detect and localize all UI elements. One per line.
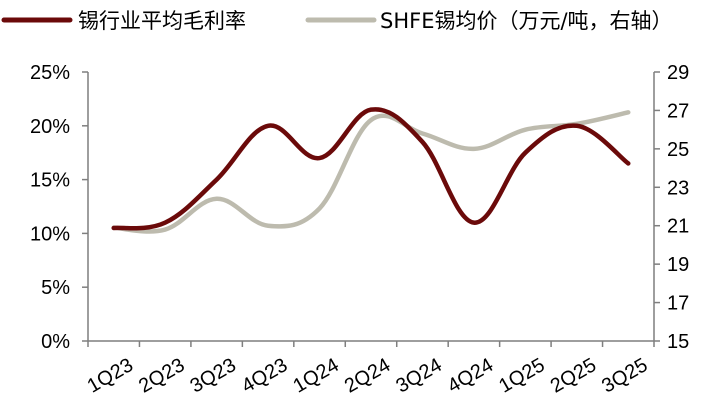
right-y-axis: 15 17 19 21 23 25 27 29 [653,62,689,353]
left-tick-label: 5% [41,277,70,299]
right-tick-label: 17 [667,293,689,315]
right-tick-label: 25 [667,139,689,161]
series-layer [111,107,631,234]
x-tick-label: 3Q25 [598,354,651,398]
left-tick-label: 10% [30,223,70,245]
series-line-margin [111,107,631,231]
x-tick-label: 3Q24 [392,354,445,398]
right-tick-label: 29 [667,62,689,84]
x-tick-label: 4Q23 [238,354,291,398]
left-tick-label: 20% [30,116,70,138]
x-tick-label: 2Q24 [341,354,394,398]
legend-label-price: SHFE锡均价（万元/吨，右轴） [380,9,673,33]
x-tick-label: 1Q24 [289,354,342,398]
left-tick-label: 15% [30,170,70,192]
left-y-axis: 0% 5% 10% 15% 20% 25% [30,62,89,353]
x-tick-label: 3Q23 [187,354,240,398]
x-tick-label: 2Q25 [547,354,600,398]
x-tick-label: 1Q23 [84,354,137,398]
x-axis: 1Q232Q233Q234Q231Q242Q243Q244Q241Q252Q25… [84,340,655,398]
x-tick-label: 1Q25 [495,354,548,398]
x-tick-label: 2Q23 [135,354,188,398]
right-tick-label: 23 [667,177,689,199]
left-tick-label: 25% [30,62,70,84]
series-line-price [111,110,631,234]
x-tick-label: 4Q24 [444,354,497,398]
right-tick-label: 21 [667,216,689,238]
right-tick-label: 19 [667,254,689,276]
left-tick-label: 0% [41,331,70,353]
right-tick-label: 27 [667,100,689,122]
right-tick-label: 15 [667,331,689,353]
legend-label-margin: 锡行业平均毛利率 [78,9,246,33]
legend: 锡行业平均毛利率 SHFE锡均价（万元/吨，右轴） [1,9,673,33]
